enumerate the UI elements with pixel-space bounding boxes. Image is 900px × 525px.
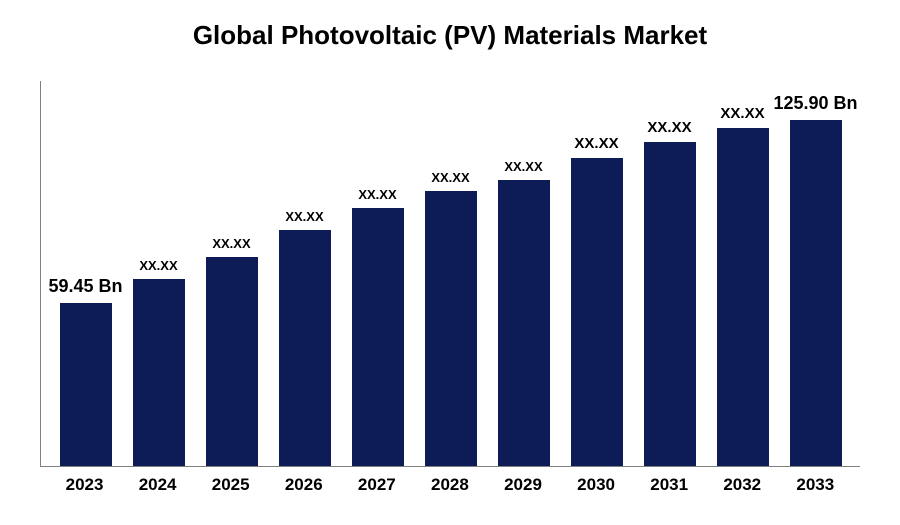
x-tick-label: 2023 — [55, 475, 115, 495]
bar — [717, 128, 769, 466]
bar — [352, 208, 404, 467]
x-tick-label: 2029 — [493, 475, 553, 495]
bar-value-label: 125.90 Bn — [773, 93, 857, 114]
bar-value-label: XX.XX — [358, 187, 396, 202]
bar — [279, 230, 331, 467]
bar-group: XX.XX — [202, 236, 262, 466]
plot-area: 59.45 Bn XX.XX XX.XX XX.XX XX.XX XX.XX XX.XX XX… — [40, 81, 860, 467]
chart-container: Global Photovoltaic (PV) Materials Marke… — [0, 0, 900, 525]
bar-group: XX.XX — [640, 119, 700, 467]
x-tick-label: 2024 — [128, 475, 188, 495]
bar-group: XX.XX — [567, 135, 627, 466]
bar — [498, 180, 550, 466]
x-tick-label: 2031 — [639, 475, 699, 495]
x-tick-label: 2033 — [785, 475, 845, 495]
bar-value-label: XX.XX — [720, 105, 764, 122]
x-tick-label: 2026 — [274, 475, 334, 495]
bar-value-label: XX.XX — [431, 170, 469, 185]
bar-group: XX.XX — [129, 258, 189, 466]
bar-value-label: XX.XX — [504, 159, 542, 174]
bar — [133, 279, 185, 466]
x-axis: 2023 2024 2025 2026 2027 2028 2029 2030 2031 2032… — [40, 467, 860, 495]
bar-value-label: XX.XX — [212, 236, 250, 251]
bar-group: XX.XX — [348, 187, 408, 467]
bar-value-label: XX.XX — [574, 135, 618, 152]
bar — [790, 120, 842, 466]
bar-group: XX.XX — [713, 105, 773, 466]
x-tick-label: 2032 — [712, 475, 772, 495]
bar-group: 59.45 Bn — [56, 276, 116, 466]
x-tick-label: 2025 — [201, 475, 261, 495]
bar — [571, 158, 623, 466]
bar — [644, 142, 696, 467]
bar-group: XX.XX — [421, 170, 481, 466]
x-tick-label: 2028 — [420, 475, 480, 495]
bar-value-label: XX.XX — [139, 258, 177, 273]
chart-title: Global Photovoltaic (PV) Materials Marke… — [40, 20, 860, 51]
bar — [60, 303, 112, 466]
bars-row: 59.45 Bn XX.XX XX.XX XX.XX XX.XX XX.XX XX.XX XX… — [41, 81, 860, 466]
bar-group: XX.XX — [494, 159, 554, 466]
bar-group: XX.XX — [275, 209, 335, 467]
bar — [206, 257, 258, 466]
bar-value-label: 59.45 Bn — [48, 276, 122, 297]
x-tick-label: 2030 — [566, 475, 626, 495]
bar — [425, 191, 477, 466]
bar-value-label: XX.XX — [285, 209, 323, 224]
x-tick-label: 2027 — [347, 475, 407, 495]
bar-group: 125.90 Bn — [786, 93, 846, 466]
bar-value-label: XX.XX — [647, 119, 691, 136]
